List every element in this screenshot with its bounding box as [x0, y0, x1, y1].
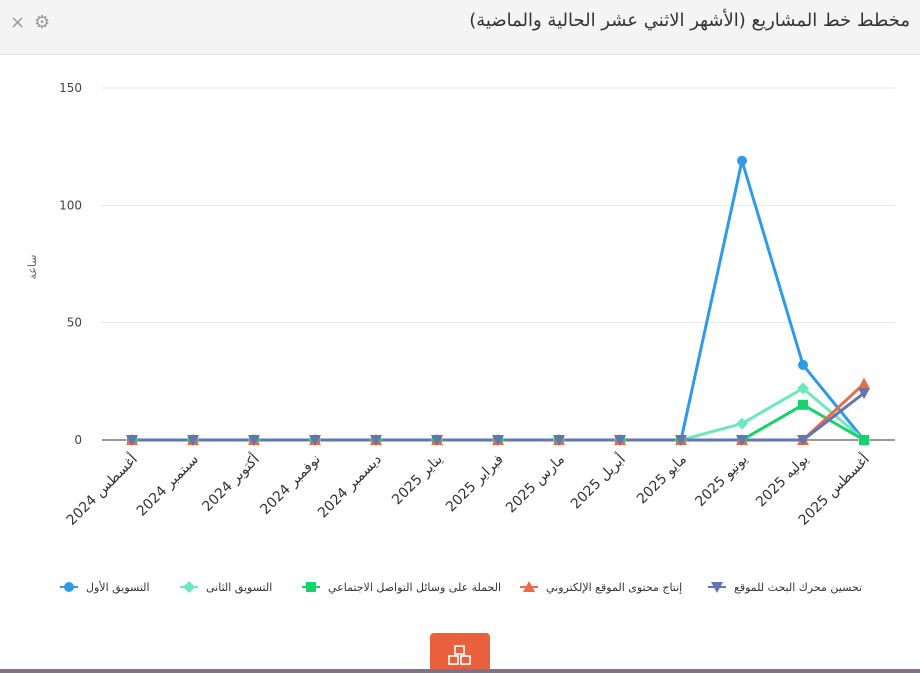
legend-label-1: التسويق الثانى [206, 581, 272, 595]
data-point-4 [736, 435, 748, 446]
data-point-2 [859, 435, 869, 445]
data-point-4 [492, 435, 504, 446]
chart-title: مخطط خط المشاريع (الأشهر الاثني عشر الحا… [469, 10, 910, 31]
legend-marker-0 [64, 582, 74, 592]
y-tick-label: 100 [59, 198, 82, 212]
data-point-3 [858, 377, 870, 389]
legend-marker-1 [183, 581, 195, 593]
series-line-0 [132, 159, 866, 442]
data-point-4 [614, 435, 626, 446]
x-tick-label: أغسطس 2024 [62, 450, 141, 529]
data-point-4 [370, 435, 382, 446]
legend-marker-2 [306, 582, 316, 592]
bottom-bar [0, 669, 920, 673]
y-tick-label: 0 [74, 433, 82, 447]
legend-label-0: التسويق الأول [86, 580, 150, 595]
legend-label-2: الحملة على وسائل التواصل الاجتماعي [328, 581, 501, 594]
legend-label-4: تحسين محرك البحث للموقع [734, 581, 862, 594]
legend-label-3: إنتاج محتوى الموقع الإلكتروني [546, 581, 682, 594]
y-tick-label: 50 [67, 316, 82, 330]
x-tick-label: مايو 2025 [634, 452, 690, 508]
y-tick-label: 150 [59, 81, 82, 95]
legend-marker-4 [711, 582, 723, 593]
data-point-4 [248, 435, 260, 446]
data-point-4 [553, 435, 565, 446]
data-point-4 [126, 435, 138, 446]
data-point-4 [309, 435, 321, 446]
boxes-button[interactable] [430, 633, 490, 673]
y-axis-label: ساعة [26, 254, 39, 279]
data-point-4 [797, 435, 809, 446]
x-tick-label: يناير 2025 [389, 451, 446, 508]
data-point-4 [675, 435, 687, 446]
data-point-4 [431, 435, 443, 446]
x-tick-label: مارس 2025 [503, 452, 568, 517]
chart-header: × ⚙ مخطط خط المشاريع (الأشهر الاثني عشر … [0, 0, 920, 55]
x-tick-label: أكتوبر 2024 [198, 450, 263, 515]
legend-marker-3 [523, 581, 535, 592]
data-point-2 [798, 399, 808, 410]
x-tick-label: ديسمبر 2024 [315, 452, 385, 522]
data-point-4 [187, 435, 199, 446]
x-tick-label: أبريل 2025 [567, 450, 629, 512]
x-tick-label: يونيو 2025 [692, 451, 750, 509]
boxes-icon [448, 645, 471, 665]
x-tick-label: فبراير 2025 [443, 452, 507, 516]
close-icon[interactable]: × [10, 12, 26, 33]
x-tick-label: يوليه 2025 [753, 451, 812, 510]
gear-icon[interactable]: ⚙ [34, 12, 51, 33]
data-point-1 [797, 382, 809, 395]
data-point-0 [798, 359, 808, 370]
data-point-0 [737, 155, 747, 166]
data-point-4 [858, 388, 870, 400]
x-tick-label: نوفمبر 2024 [257, 452, 323, 518]
data-point-1 [736, 417, 748, 430]
x-tick-label: سبتمبر 2024 [134, 452, 202, 520]
